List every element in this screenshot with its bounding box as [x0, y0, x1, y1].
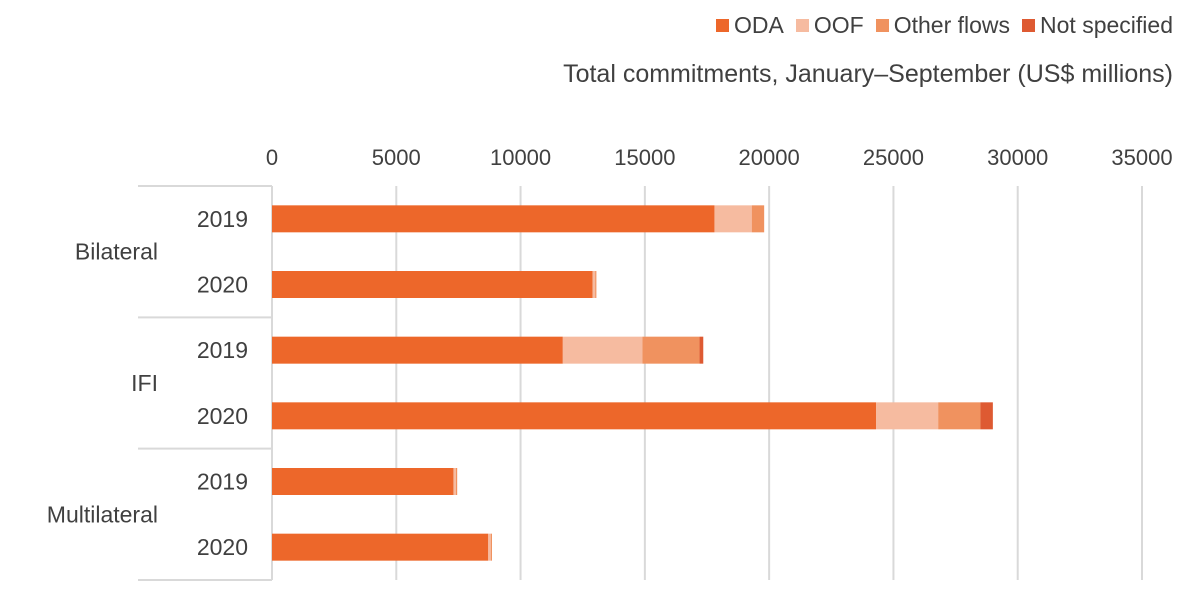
- category-label-1: 2020: [197, 272, 248, 298]
- bar-other-flows-5: [490, 533, 492, 561]
- bar-other-flows-2: [642, 336, 700, 364]
- chart-title: Total commitments, January–September (US…: [563, 60, 1173, 88]
- x-tick-label-15000: 15000: [614, 145, 675, 170]
- x-tick-label-10000: 10000: [490, 145, 551, 170]
- bar-oof-0: [714, 205, 752, 233]
- category-label-2: 2019: [197, 337, 248, 363]
- bar-oda-4: [272, 468, 454, 495]
- legend-item-oda: ODA: [716, 12, 784, 39]
- bar-oda-2: [272, 336, 563, 364]
- legend-swatch-not-specified: [1022, 19, 1036, 32]
- group-label-2: Multilateral: [47, 501, 158, 527]
- category-label-0: 2019: [197, 206, 248, 232]
- x-tick-label-25000: 25000: [863, 145, 924, 170]
- category-label-3: 2020: [197, 403, 248, 429]
- bar-oda-0: [272, 205, 715, 233]
- category-label-5: 2020: [197, 534, 248, 560]
- x-tick-label-5000: 5000: [372, 145, 421, 170]
- legend-swatch-oof: [795, 19, 809, 32]
- legend-label-oda: ODA: [734, 12, 784, 38]
- legend: ODA OOF Other flows Not specified: [704, 12, 1173, 39]
- bar-oda-5: [272, 533, 489, 561]
- bar-not-specified-3: [980, 402, 993, 430]
- bar-oof-3: [876, 402, 939, 430]
- x-tick-label-35000: 35000: [1111, 145, 1172, 170]
- bar-oda-3: [272, 402, 877, 430]
- legend-item-other-flows: Other flows: [875, 12, 1011, 39]
- bar-oof-1: [592, 271, 596, 298]
- bar-other-flows-4: [455, 468, 458, 495]
- legend-label-oof: OOF: [813, 12, 864, 38]
- legend-swatch-oda: [716, 19, 730, 32]
- legend-label-not-specified: Not specified: [1040, 12, 1173, 38]
- group-label-1: IFI: [131, 370, 158, 396]
- x-tick-label-20000: 20000: [739, 145, 800, 170]
- bar-oda-1: [272, 271, 593, 298]
- x-tick-label-30000: 30000: [987, 145, 1048, 170]
- bar-oof-4: [453, 468, 456, 495]
- x-tick-label-0: 0: [266, 145, 278, 170]
- bar-other-flows-0: [751, 205, 765, 233]
- bar-other-flows-1: [595, 271, 597, 298]
- group-label-0: Bilateral: [75, 239, 158, 265]
- legend-swatch-other-flows: [875, 19, 889, 32]
- legend-item-oof: OOF: [795, 12, 864, 39]
- category-label-4: 2019: [197, 469, 248, 495]
- bar-oof-5: [488, 533, 491, 561]
- legend-label-other-flows: Other flows: [893, 12, 1011, 38]
- legend-item-not-specified: Not specified: [1022, 12, 1173, 39]
- bar-oof-2: [562, 336, 643, 364]
- bar-not-specified-2: [699, 336, 704, 364]
- bar-other-flows-3: [938, 402, 981, 430]
